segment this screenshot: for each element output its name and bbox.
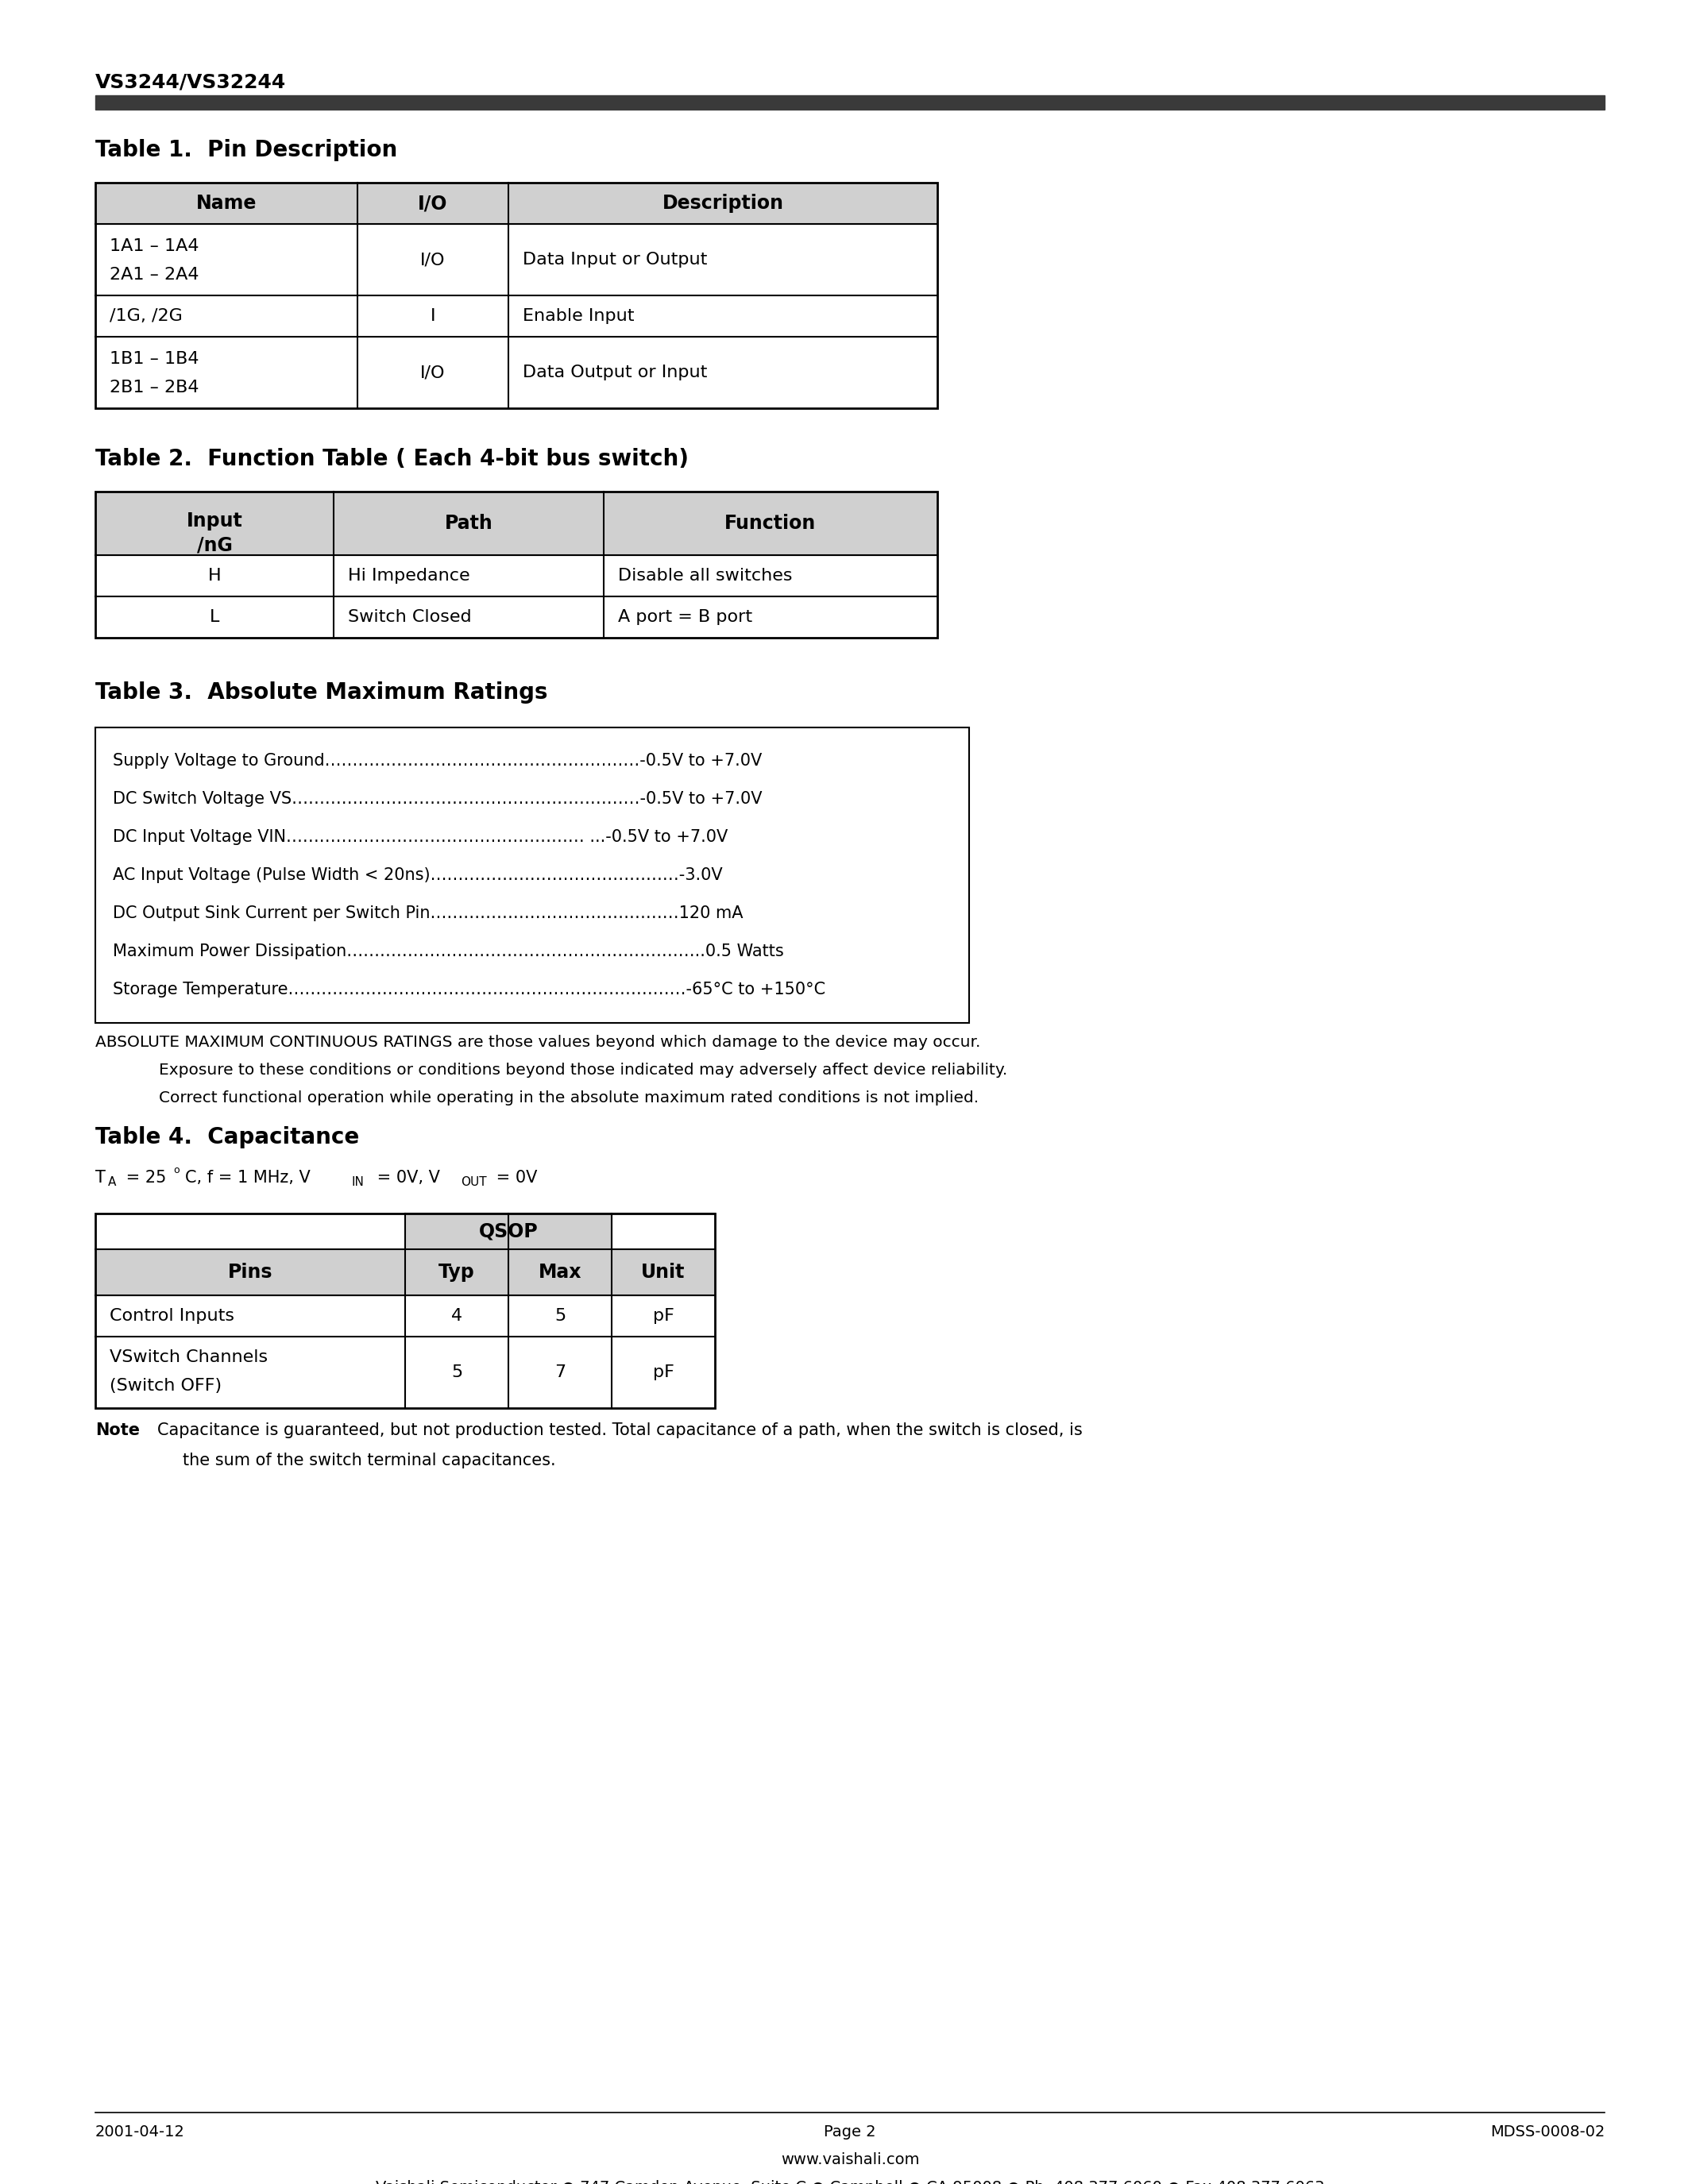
- Text: 2A1 – 2A4: 2A1 – 2A4: [110, 266, 199, 282]
- Text: 2B1 – 2B4: 2B1 – 2B4: [110, 380, 199, 395]
- Text: pF: pF: [653, 1308, 674, 1324]
- Text: Exposure to these conditions or conditions beyond those indicated may adversely : Exposure to these conditions or conditio…: [159, 1064, 1008, 1077]
- Text: Page 2: Page 2: [824, 2125, 876, 2140]
- Text: Name: Name: [196, 194, 257, 212]
- Text: Capacitance is guaranteed, but not production tested. Total capacitance of a pat: Capacitance is guaranteed, but not produ…: [157, 1422, 1082, 1439]
- Text: Correct functional operation while operating in the absolute maximum rated condi: Correct functional operation while opera…: [159, 1090, 979, 1105]
- Text: L: L: [209, 609, 219, 625]
- Text: I: I: [430, 308, 436, 323]
- Text: Enable Input: Enable Input: [523, 308, 635, 323]
- Text: /1G, /2G: /1G, /2G: [110, 308, 182, 323]
- Text: H: H: [208, 568, 221, 583]
- Text: Table 2.  Function Table ( Each 4-bit bus switch): Table 2. Function Table ( Each 4-bit bus…: [95, 448, 689, 470]
- Text: VSwitch Channels: VSwitch Channels: [110, 1350, 268, 1365]
- Text: 1B1 – 1B4: 1B1 – 1B4: [110, 352, 199, 367]
- Text: Maximum Power Dissipation………………………………………………………..0.5 Watts: Maximum Power Dissipation…………………………………………: [113, 943, 783, 959]
- Text: QSOP: QSOP: [479, 1221, 538, 1241]
- Text: A port = B port: A port = B port: [618, 609, 753, 625]
- Bar: [95, 1214, 716, 1409]
- Text: I/O: I/O: [420, 365, 446, 380]
- Text: Description: Description: [662, 194, 783, 212]
- Text: Pins: Pins: [228, 1262, 273, 1282]
- Text: Data Output or Input: Data Output or Input: [523, 365, 707, 380]
- Text: Note: Note: [95, 1422, 140, 1439]
- Text: 5: 5: [554, 1308, 565, 1324]
- Text: AC Input Voltage (Pulse Width < 20ns)………………………………………-3.0V: AC Input Voltage (Pulse Width < 20ns)…………: [113, 867, 722, 882]
- Bar: [95, 1249, 716, 1295]
- Text: Table 1.  Pin Description: Table 1. Pin Description: [95, 140, 397, 162]
- Text: pF: pF: [653, 1365, 674, 1380]
- Text: Max: Max: [538, 1262, 582, 1282]
- Text: C, f = 1 MHz, V: C, f = 1 MHz, V: [186, 1171, 311, 1186]
- Text: = 0V, V: = 0V, V: [371, 1171, 441, 1186]
- Text: T: T: [95, 1171, 106, 1186]
- Bar: [95, 183, 937, 225]
- Text: Function: Function: [724, 513, 817, 533]
- Text: VS3244/VS32244: VS3244/VS32244: [95, 72, 287, 92]
- Bar: [95, 491, 937, 555]
- Text: DC Output Sink Current per Switch Pin………………………………………120 mA: DC Output Sink Current per Switch Pin…………: [113, 906, 743, 922]
- Bar: [95, 491, 937, 638]
- Text: /nG: /nG: [196, 535, 233, 555]
- Text: ABSOLUTE MAXIMUM CONTINUOUS RATINGS are those values beyond which damage to the : ABSOLUTE MAXIMUM CONTINUOUS RATINGS are …: [95, 1035, 981, 1051]
- Text: 5: 5: [451, 1365, 463, 1380]
- Text: Vaishali Semiconductor ● 747 Camden Avenue, Suite C ● Campbell ● CA 95008 ● Ph. : Vaishali Semiconductor ● 747 Camden Aven…: [375, 2180, 1325, 2184]
- Text: www.vaishali.com: www.vaishali.com: [780, 2151, 920, 2167]
- Text: Unit: Unit: [641, 1262, 685, 1282]
- Text: o: o: [174, 1164, 179, 1175]
- Text: (Switch OFF): (Switch OFF): [110, 1378, 221, 1393]
- Text: Storage Temperature………………………………………………………………-65°C to +150°C: Storage Temperature…………………………………………………………: [113, 981, 825, 998]
- Text: I/O: I/O: [420, 251, 446, 269]
- Text: 1A1 – 1A4: 1A1 – 1A4: [110, 238, 199, 253]
- Bar: [405, 1214, 611, 1249]
- Text: 7: 7: [554, 1365, 565, 1380]
- Text: A: A: [108, 1177, 116, 1188]
- Text: 2001-04-12: 2001-04-12: [95, 2125, 186, 2140]
- Text: Hi Impedance: Hi Impedance: [348, 568, 469, 583]
- Text: Supply Voltage to Ground…………………………………………………-0.5V to +7.0V: Supply Voltage to Ground……………………………………………: [113, 753, 761, 769]
- Bar: [95, 96, 1605, 109]
- Text: Input: Input: [186, 511, 243, 531]
- Text: Control Inputs: Control Inputs: [110, 1308, 235, 1324]
- Text: Data Input or Output: Data Input or Output: [523, 251, 707, 269]
- Text: Table 3.  Absolute Maximum Ratings: Table 3. Absolute Maximum Ratings: [95, 681, 547, 703]
- Text: = 0V: = 0V: [491, 1171, 537, 1186]
- Text: Path: Path: [444, 513, 493, 533]
- Text: MDSS-0008-02: MDSS-0008-02: [1491, 2125, 1605, 2140]
- Text: DC Switch Voltage VS………………………………………………………-0.5V to +7.0V: DC Switch Voltage VS………………………………………………………: [113, 791, 763, 806]
- Text: 4: 4: [451, 1308, 463, 1324]
- Bar: [95, 183, 937, 408]
- Text: DC Input Voltage VIN……………………………………………… ...-0.5V to +7.0V: DC Input Voltage VIN……………………………………………… .…: [113, 830, 728, 845]
- Text: I/O: I/O: [419, 194, 447, 212]
- Bar: [95, 727, 969, 1022]
- Text: IN: IN: [351, 1177, 363, 1188]
- Text: Typ: Typ: [439, 1262, 474, 1282]
- Text: the sum of the switch terminal capacitances.: the sum of the switch terminal capacitan…: [182, 1452, 555, 1468]
- Text: OUT: OUT: [461, 1177, 486, 1188]
- Text: Table 4.  Capacitance: Table 4. Capacitance: [95, 1127, 360, 1149]
- Text: Disable all switches: Disable all switches: [618, 568, 792, 583]
- Text: = 25: = 25: [122, 1171, 167, 1186]
- Text: Switch Closed: Switch Closed: [348, 609, 471, 625]
